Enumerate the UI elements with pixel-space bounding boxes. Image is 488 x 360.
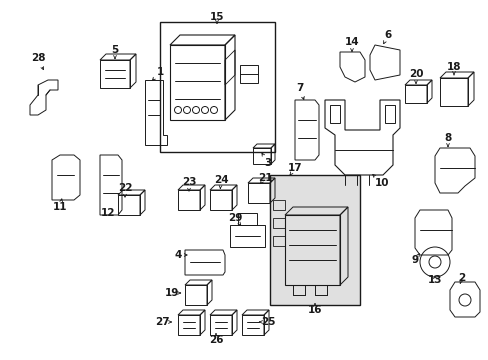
Text: 23: 23 <box>182 177 196 187</box>
Text: 26: 26 <box>208 335 223 345</box>
Text: 20: 20 <box>408 69 423 79</box>
Bar <box>242 315 264 335</box>
Text: 25: 25 <box>260 317 275 327</box>
Text: 13: 13 <box>427 275 441 285</box>
Text: 2: 2 <box>457 273 465 283</box>
Text: 22: 22 <box>118 183 132 193</box>
Text: 6: 6 <box>384 30 391 40</box>
Text: 14: 14 <box>344 37 359 47</box>
Text: 16: 16 <box>307 305 322 315</box>
Text: 19: 19 <box>164 288 179 298</box>
Bar <box>178 190 200 210</box>
Bar <box>209 315 231 335</box>
Bar <box>404 85 426 103</box>
Text: 11: 11 <box>53 202 67 212</box>
Bar <box>247 183 269 203</box>
Text: 1: 1 <box>156 67 163 77</box>
Text: 27: 27 <box>154 317 169 327</box>
Text: 21: 21 <box>257 173 272 183</box>
Bar <box>252 148 270 164</box>
Text: 17: 17 <box>287 163 302 173</box>
Text: 29: 29 <box>227 213 242 223</box>
Bar <box>329 105 339 123</box>
Text: 9: 9 <box>410 255 418 265</box>
Text: 5: 5 <box>111 45 119 55</box>
Text: 28: 28 <box>31 53 45 63</box>
Bar <box>229 225 264 247</box>
Text: 8: 8 <box>444 133 451 143</box>
Bar <box>118 195 140 215</box>
Bar <box>184 285 206 305</box>
Text: 15: 15 <box>209 12 224 22</box>
Bar <box>272 236 285 246</box>
Text: 24: 24 <box>213 175 228 185</box>
Bar <box>209 190 231 210</box>
Bar <box>160 22 274 152</box>
Bar <box>178 315 200 335</box>
Text: 10: 10 <box>374 178 388 188</box>
Bar <box>269 175 359 305</box>
Text: 7: 7 <box>296 83 303 93</box>
Bar <box>272 200 285 210</box>
Text: 18: 18 <box>446 62 460 72</box>
Bar <box>272 218 285 228</box>
Bar <box>384 105 394 123</box>
Text: 3: 3 <box>264 158 271 168</box>
Text: 12: 12 <box>101 208 115 218</box>
Text: 4: 4 <box>174 250 182 260</box>
